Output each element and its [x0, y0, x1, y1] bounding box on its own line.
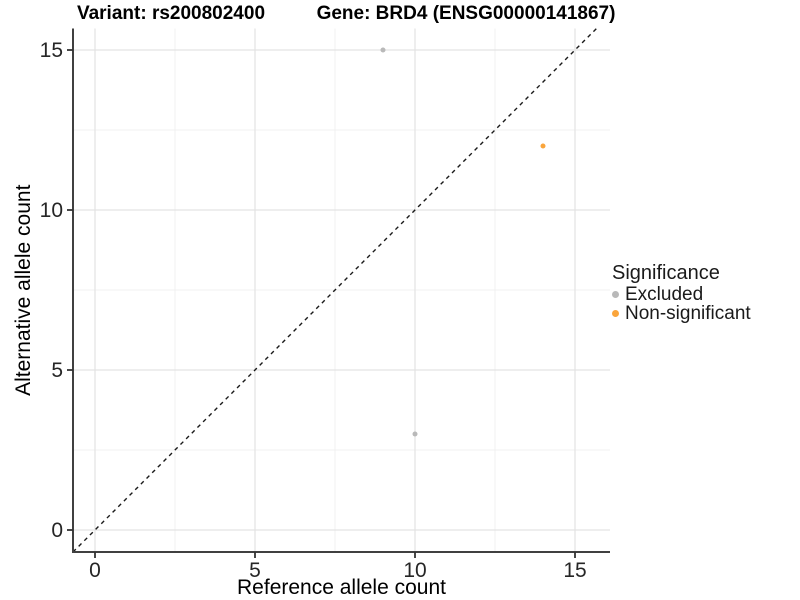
y-tick-label: 15: [40, 39, 63, 62]
y-axis-label: Alternative allele count: [12, 184, 35, 395]
legend: Significance Excluded Non-significant: [612, 262, 751, 324]
y-tick-label: 5: [51, 359, 63, 382]
legend-entry-label: Non-significant: [625, 302, 751, 324]
data-point-excluded: [380, 47, 386, 53]
non-significant-dot-icon: [612, 310, 619, 317]
identity-line: [72, 28, 597, 553]
y-tick-label: 0: [51, 519, 63, 542]
x-tick-label: 15: [563, 559, 586, 582]
x-axis-label: Reference allele count: [237, 576, 446, 599]
data-point-excluded: [412, 431, 418, 437]
y-tick-label: 10: [40, 199, 63, 222]
plot-title-gene: Gene: BRD4 (ENSG00000141867): [316, 3, 616, 24]
excluded-dot-icon: [612, 291, 619, 298]
legend-entry-label: Excluded: [625, 283, 704, 305]
x-tick-label: 5: [249, 559, 261, 582]
plot-title-variant: Variant: rs200802400: [76, 3, 266, 24]
legend-entry-non-significant: Non-significant: [612, 302, 751, 324]
data-point-non-significant: [540, 143, 546, 149]
x-tick-label: 0: [89, 559, 101, 582]
x-tick-label: 10: [403, 559, 426, 582]
legend-title: Significance: [612, 262, 720, 284]
legend-entry-excluded: Excluded: [612, 283, 751, 305]
